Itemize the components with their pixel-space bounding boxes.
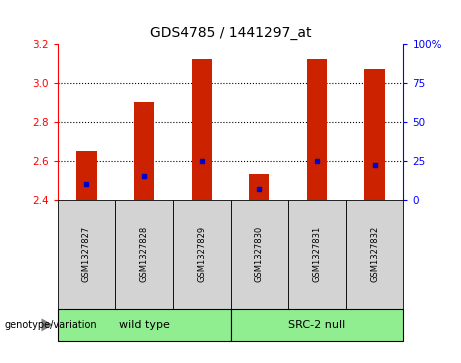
Text: wild type: wild type xyxy=(118,320,170,330)
Bar xyxy=(192,59,212,200)
Text: GSM1327829: GSM1327829 xyxy=(197,226,206,282)
Bar xyxy=(230,309,403,341)
Text: genotype/variation: genotype/variation xyxy=(5,320,97,330)
Bar xyxy=(173,200,230,309)
Bar xyxy=(288,200,346,309)
Text: GSM1327830: GSM1327830 xyxy=(255,226,264,282)
Text: GSM1327831: GSM1327831 xyxy=(313,226,321,282)
Text: GSM1327832: GSM1327832 xyxy=(370,226,379,282)
Text: GSM1327828: GSM1327828 xyxy=(140,226,148,282)
Bar xyxy=(249,174,269,200)
Polygon shape xyxy=(41,318,53,331)
Title: GDS4785 / 1441297_at: GDS4785 / 1441297_at xyxy=(150,26,311,40)
Bar xyxy=(346,200,403,309)
Bar xyxy=(58,309,230,341)
Bar xyxy=(230,200,288,309)
Text: SRC-2 null: SRC-2 null xyxy=(288,320,346,330)
Bar xyxy=(77,151,96,200)
Text: GSM1327827: GSM1327827 xyxy=(82,226,91,282)
Bar xyxy=(134,102,154,200)
Bar xyxy=(58,200,115,309)
Bar xyxy=(365,69,384,200)
Bar xyxy=(307,59,327,200)
Bar xyxy=(115,200,173,309)
